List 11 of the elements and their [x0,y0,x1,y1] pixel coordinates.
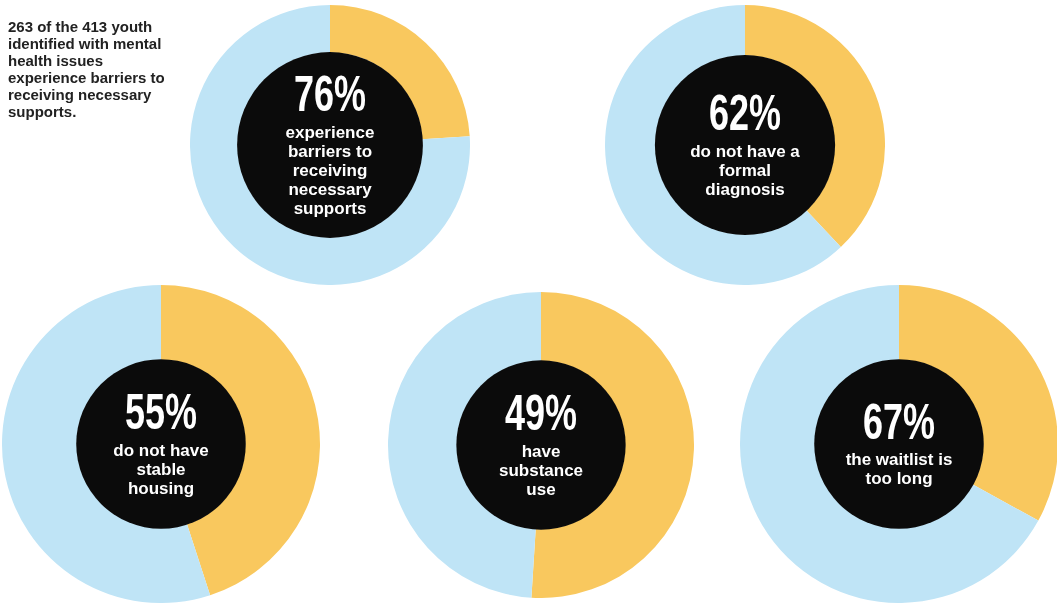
text: experience barriers to receiving necessary supports [285,122,375,218]
text: do not have a formal diagnosis [690,141,801,199]
text: 49% [504,385,578,441]
text: have substance use [498,441,584,499]
text: 67% [862,394,936,450]
text: 62% [708,85,782,141]
text: 55% [124,384,198,440]
text: do not have stable housing [113,440,209,498]
text: the waitlist is too long [845,450,953,489]
text: 263 of the 413 youth identified with mental health issues experience barriers to receiving necessary supports. [8,18,166,120]
text: 76% [293,66,367,122]
